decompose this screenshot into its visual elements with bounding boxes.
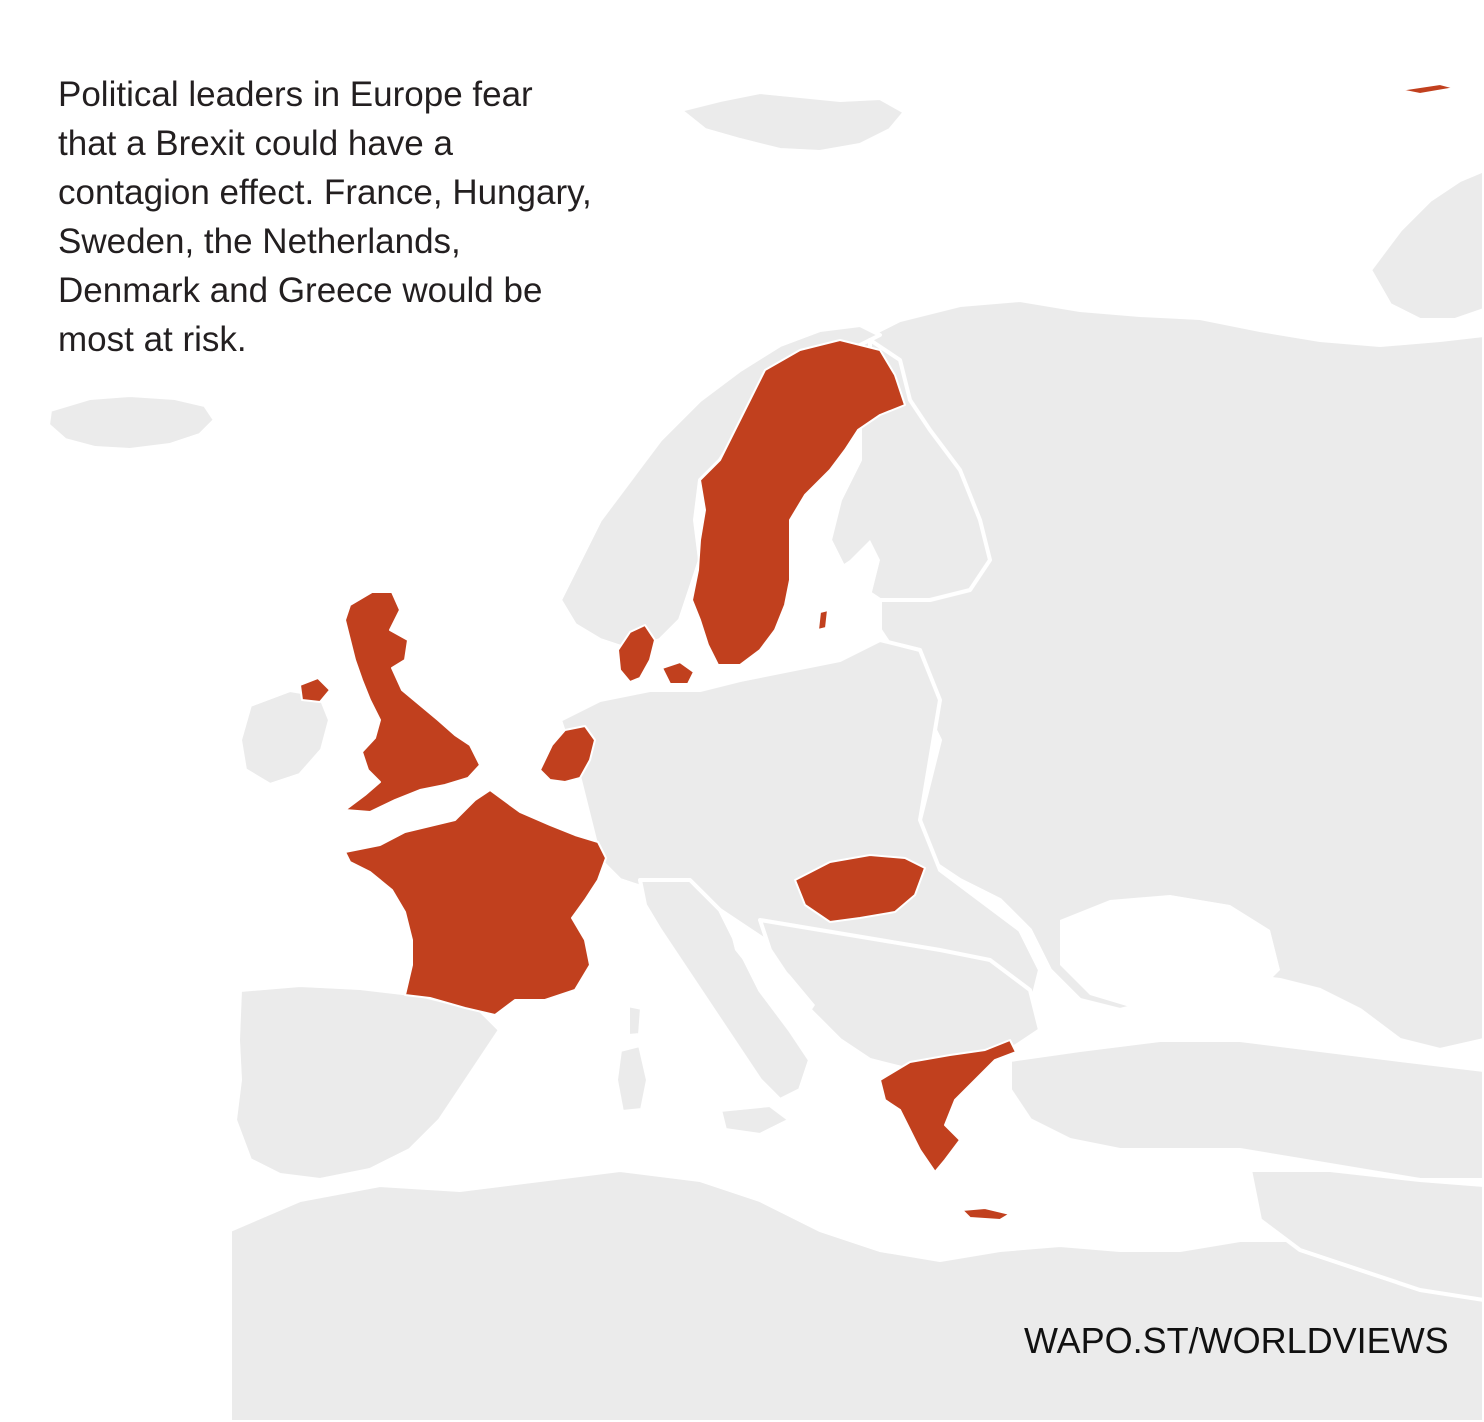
black-sea	[1060, 895, 1280, 1010]
hungary	[794, 854, 926, 923]
greece	[879, 1039, 1017, 1173]
caption-line-3: contagion effect. France, Hungary,	[58, 173, 592, 212]
ireland	[238, 688, 332, 787]
adriatic-sea	[730, 930, 815, 1020]
corsica	[626, 1003, 644, 1038]
caption-line-5: Denmark and Greece would be	[58, 271, 543, 310]
novaya-zemlya	[1368, 168, 1484, 322]
sweden	[691, 339, 906, 666]
svalbard	[678, 90, 907, 154]
netherlands	[539, 725, 596, 783]
iberia	[233, 983, 502, 1182]
sardinia	[614, 1043, 650, 1114]
crete	[961, 1207, 1011, 1221]
iceland	[46, 393, 217, 452]
sicily	[718, 1103, 792, 1137]
map-caption: Political leaders in Europe fear that a …	[58, 70, 658, 364]
united-kingdom	[344, 591, 481, 813]
denmark-islands	[661, 661, 695, 685]
northern-islands	[1399, 83, 1456, 95]
caption-line-2: that a Brexit could have a	[58, 124, 453, 163]
middle-east	[1248, 1168, 1484, 1302]
france	[344, 789, 607, 1016]
turkey	[1008, 1038, 1484, 1182]
gotland	[817, 609, 829, 631]
caption-line-1: Political leaders in Europe fear	[58, 75, 533, 114]
caption-line-4: Sweden, the Netherlands,	[58, 222, 461, 261]
source-credit: WAPO.ST/WORLDVIEWS	[1024, 1320, 1449, 1361]
caption-line-6: most at risk.	[58, 320, 247, 359]
northern-ireland	[299, 677, 331, 703]
denmark	[617, 624, 656, 683]
baltic-sea	[780, 540, 880, 660]
